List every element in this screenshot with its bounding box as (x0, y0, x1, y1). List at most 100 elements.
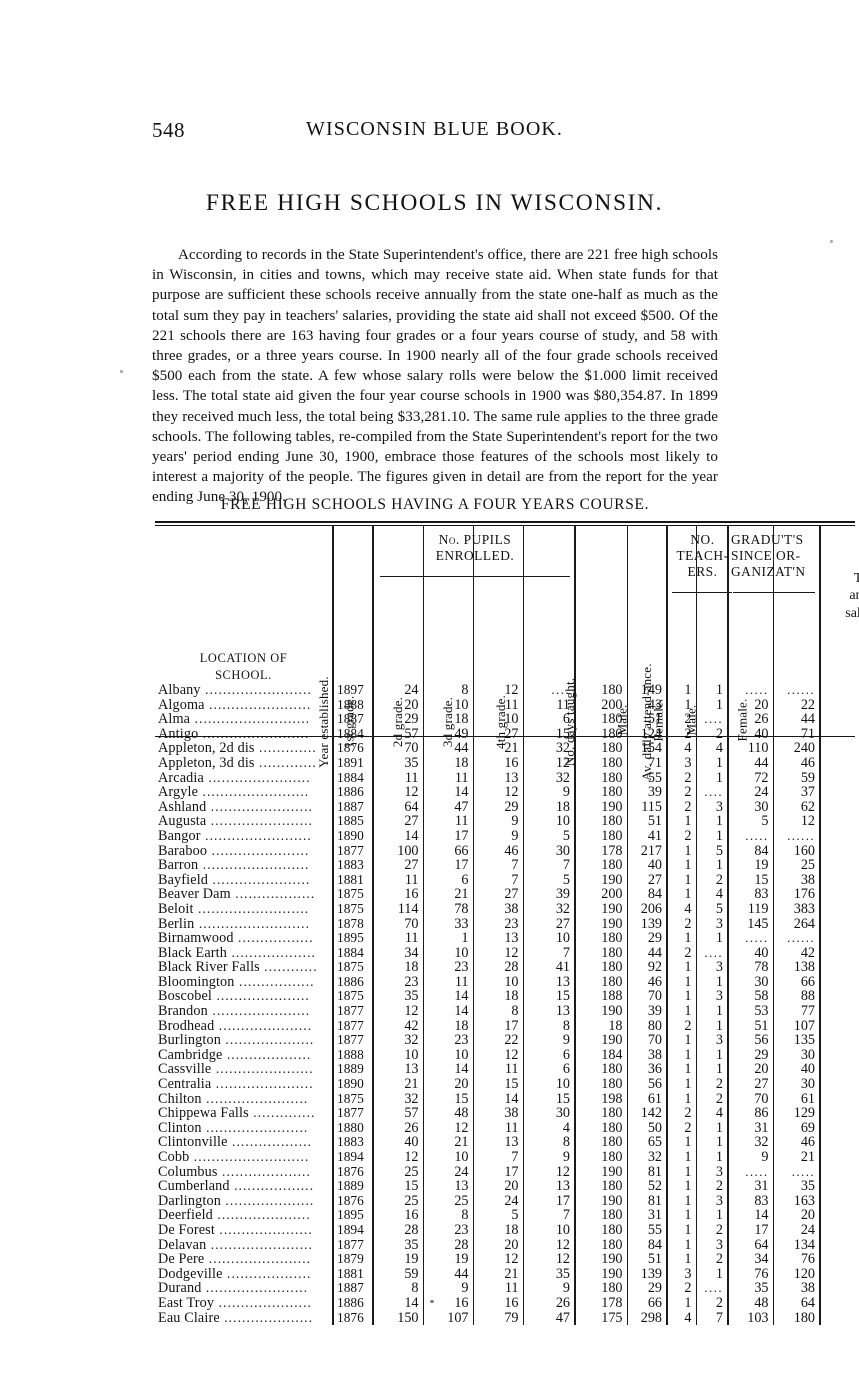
location-name: Eau Claire (158, 1310, 220, 1326)
cell-grads-female: 46 (772, 1135, 820, 1150)
cell-grade-4: 7 (522, 945, 575, 961)
cell-days-taught: 180 (574, 960, 627, 975)
cell-location: Cobb .......................... (155, 1150, 333, 1165)
cell-teachers-male: 1 (666, 1164, 696, 1180)
cell-days-taught: 180 (574, 1106, 627, 1121)
table-row: Birnamwood ................. 1895 11 1 13 10 1… (155, 931, 859, 946)
cell-grads-female: 62 (772, 799, 820, 815)
article-title: FREE HIGH SCHOOLS IN WISCONSIN. (205, 190, 664, 216)
header-location-line1: LOCATION OF (199, 650, 288, 665)
cell-days-taught: 190 (574, 1252, 627, 1267)
location-name: Brodhead (158, 1018, 215, 1034)
cell-grade-3: 9 (472, 828, 523, 844)
cell-days-taught: 200 (574, 697, 627, 713)
table-body: Albany ........................ 1897 24 8 12… (155, 683, 859, 1326)
cell-grade-2: 33 (422, 916, 473, 932)
dot-leader: ................... (222, 1266, 312, 1281)
cell-teachers-male: 4 (666, 901, 696, 917)
cell-teachers-male: 1 (666, 1222, 696, 1238)
cell-avg-attendance: 84 (626, 1237, 667, 1253)
cell-days-taught: 190 (574, 1164, 627, 1180)
cell-teachers-female: 1 (695, 1266, 728, 1282)
cell-grade-2: 49 (422, 726, 473, 742)
cell-grade-3: 7 (472, 1150, 523, 1165)
table-row: De Pere ....................... 1879 19 19 1… (155, 1252, 859, 1267)
cell-grads-male: 83 (727, 1193, 773, 1209)
salary-amount: 1,528 (822, 1252, 859, 1267)
location-name: Chilton (158, 1091, 202, 1107)
table-rule-top-thin (155, 524, 855, 526)
cell-days-taught: 180 (574, 1135, 627, 1150)
cell-grade-2: 23 (422, 1033, 473, 1048)
cell-total-salary: 3,14750 (819, 960, 859, 975)
cell-grade-4: 30 (522, 843, 575, 859)
cell-grade-2: 25 (422, 1193, 473, 1209)
cell-year-established: 1875 (332, 960, 373, 975)
cell-grade-4: 12 (522, 755, 575, 771)
cell-grade-1: 70 (372, 916, 423, 932)
cell-teachers-male: 1 (666, 1179, 696, 1194)
cell-year-established: 1883 (332, 858, 373, 873)
cell-year-established: 1884 (332, 770, 373, 786)
location-name: Appleton, 3d dis (158, 755, 255, 771)
cell-grade-2: 21 (422, 1135, 473, 1150)
cell-total-salary: 2,03000 (819, 1077, 859, 1092)
table-row: Cobb .......................... 1894 12 10 7… (155, 1150, 859, 1165)
dot-leader: ............. (254, 741, 317, 756)
cell-days-taught: 180 (574, 974, 627, 990)
cell-grade-4: 5 (522, 872, 575, 888)
cell-days-taught: 180 (574, 1237, 627, 1253)
cell-avg-attendance: 66 (626, 1295, 667, 1311)
cell-days-taught: 180 (574, 770, 627, 786)
cell-avg-attendance: 51 (626, 814, 667, 829)
table-row: Black River Falls ............ 1875 18 23 28… (155, 960, 859, 975)
cell-location: Augusta ....................... (155, 814, 333, 829)
location-name: Brandon (158, 1004, 208, 1019)
salary-amount: 2,035 (822, 1019, 859, 1034)
cell-teachers-male: 4 (666, 1310, 696, 1326)
cell-teachers-female: 2 (695, 1222, 728, 1238)
cell-grads-male: 40 (727, 726, 773, 742)
cell-grade-3: 10 (472, 974, 523, 990)
cell-grads-female: 30 (772, 1047, 820, 1063)
cell-grads-male: ..... (727, 1164, 773, 1180)
cell-grade-3: 13 (472, 931, 523, 946)
cell-grads-male: 5 (727, 814, 773, 829)
cell-grade-1: 16 (372, 887, 423, 902)
location-name: Baraboo (158, 843, 208, 859)
cell-teachers-female: 4 (695, 887, 728, 902)
cell-days-taught: 180 (574, 931, 627, 946)
cell-avg-attendance: 41 (626, 828, 667, 844)
cell-teachers-female: 2 (695, 1077, 728, 1092)
cell-year-established: 1889 (332, 1062, 373, 1078)
cell-grads-female: 176 (772, 887, 820, 902)
location-name: Arcadia (158, 770, 204, 786)
cell-grade-3: 17 (472, 1164, 523, 1180)
cell-teachers-male: 2 (666, 712, 696, 727)
salary-amount: 1,458 (822, 1281, 859, 1296)
cell-grade-2: 11 (422, 814, 473, 829)
cell-grade-2: 18 (422, 755, 473, 771)
cell-teachers-male: 1 (666, 1033, 696, 1048)
cell-location: Bayfield ...................... (155, 873, 333, 888)
location-name: Barron (158, 858, 199, 873)
location-name: Columbus (158, 1164, 218, 1180)
cell-teachers-male: 2 (666, 1120, 696, 1136)
cell-days-taught: 178 (574, 843, 627, 859)
cell-total-salary: 1,60000 (819, 697, 859, 713)
cell-grads-male: 32 (727, 1135, 773, 1150)
cell-days-taught: 180 (574, 1281, 627, 1296)
cell-teachers-female: 1 (695, 1120, 728, 1136)
cell-grade-1: 35 (372, 1237, 423, 1253)
dot-leader: ..................... (214, 1295, 313, 1310)
cell-avg-attendance: 70 (626, 989, 667, 1005)
header-location-line2: SCHOOL. (215, 667, 272, 682)
cell-days-taught: 198 (574, 1091, 627, 1107)
dot-leader: ........................ (200, 828, 312, 843)
cell-days-taught: 18 (574, 1018, 627, 1034)
cell-total-salary: 99000 (819, 931, 859, 946)
salary-amount: 2,030 (822, 1077, 859, 1092)
cell-year-established: 1890 (332, 828, 373, 844)
cell-grade-4: 32 (522, 741, 575, 756)
salary-amount: 1,990 (822, 1179, 859, 1194)
